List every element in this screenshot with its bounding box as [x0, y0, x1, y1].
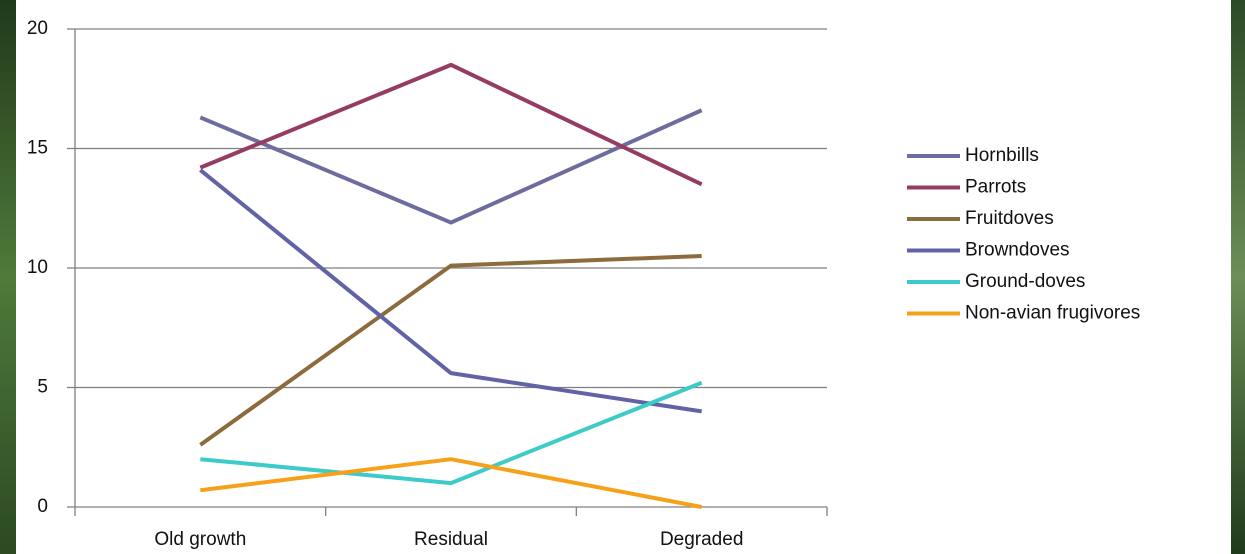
series-line	[200, 457, 703, 509]
x-tick-label: Degraded	[660, 529, 743, 550]
y-tick-label: 5	[37, 377, 48, 398]
background-foliage	[0, 0, 16, 554]
y-tick-label: 15	[27, 138, 48, 159]
legend-label: Hornbills	[965, 145, 1039, 166]
series-line	[199, 254, 702, 447]
legend-label: Browndoves	[965, 240, 1070, 261]
y-tick-label: 20	[27, 18, 48, 39]
legend-label: Ground-doves	[965, 271, 1085, 292]
legend-label: Fruitdoves	[965, 208, 1054, 229]
x-tick-label: Residual	[414, 529, 488, 550]
x-tick-label: Old growth	[154, 529, 246, 550]
background-foliage	[1231, 0, 1245, 554]
series-line	[199, 62, 703, 187]
y-tick-label: 10	[27, 257, 48, 278]
series-line	[199, 108, 703, 225]
legend-label: Non-avian frugivores	[965, 303, 1140, 324]
series-line	[199, 168, 702, 414]
y-tick-label: 0	[37, 496, 48, 517]
series-line	[200, 380, 703, 486]
legend-label: Parrots	[965, 177, 1026, 198]
